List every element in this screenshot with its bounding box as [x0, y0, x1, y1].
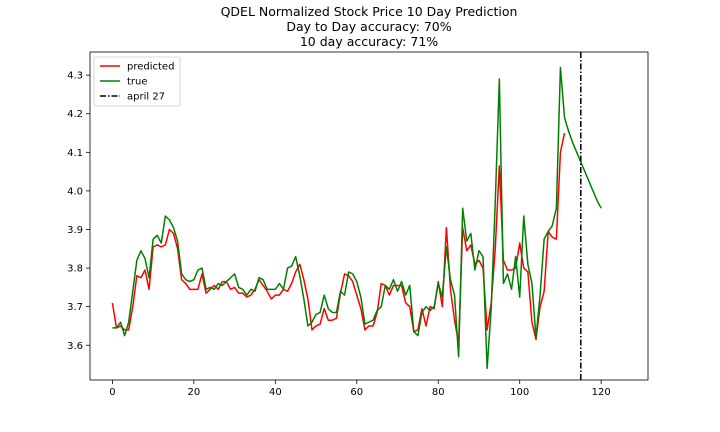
- y-tick-label-4.3: 4.3: [67, 71, 83, 82]
- y-tick-label-3.7: 3.7: [67, 302, 83, 313]
- legend-label-predicted: predicted: [127, 62, 174, 73]
- x-tick-label-100: 100: [510, 387, 529, 398]
- x-tick-label-20: 20: [187, 387, 200, 398]
- y-tick-label-3.6: 3.6: [67, 341, 83, 352]
- series-layer: [111, 52, 602, 380]
- y-tick-label-4.1: 4.1: [67, 148, 83, 159]
- chart-title-line-2: Day to Day accuracy: 70%: [286, 19, 451, 34]
- x-tick-label-120: 120: [592, 387, 611, 398]
- chart-title-line-1: QDEL Normalized Stock Price 10 Day Predi…: [221, 4, 518, 19]
- series-line-true: [112, 66, 602, 370]
- y-axis: 3.6 3.7 3.8 3.9 4.0 4.1 4.2 4.3: [67, 71, 90, 352]
- x-tick-label-40: 40: [269, 387, 282, 398]
- legend-label-true: true: [127, 77, 148, 88]
- x-tick-label-60: 60: [350, 387, 363, 398]
- x-axis: 0 20 40 60 80 100 120: [109, 380, 611, 398]
- y-tick-label-3.9: 3.9: [67, 225, 83, 236]
- legend-box: [93, 56, 181, 107]
- x-tick-label-0: 0: [109, 387, 115, 398]
- y-tick-label-4.0: 4.0: [67, 186, 83, 197]
- chart-title-line-3: 10 day accuracy: 71%: [300, 34, 438, 49]
- x-tick-label-80: 80: [432, 387, 445, 398]
- legend: predicted true april 27: [93, 56, 181, 107]
- y-tick-label-4.2: 4.2: [67, 109, 83, 120]
- legend-label-april-27: april 27: [127, 92, 165, 103]
- y-tick-label-3.8: 3.8: [67, 264, 83, 275]
- plot-frame: [89, 51, 649, 381]
